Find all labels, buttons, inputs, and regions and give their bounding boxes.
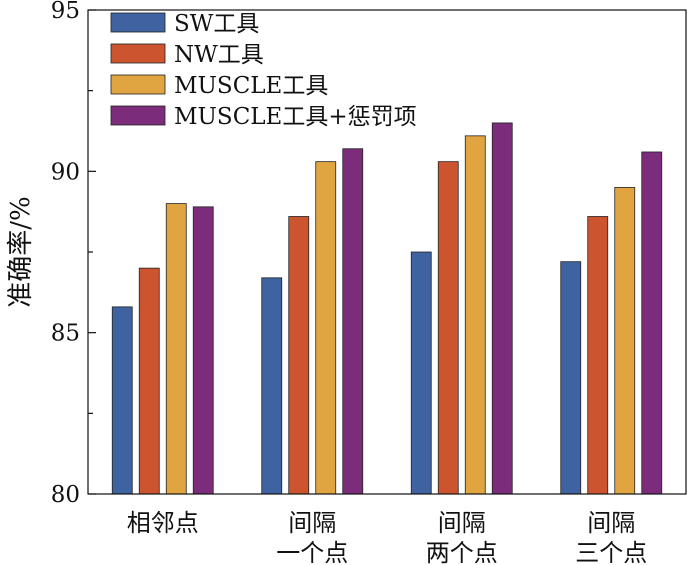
x-tick-label: 间隔 [288, 509, 336, 537]
y-tick-label: 80 [51, 482, 80, 508]
x-tick-label: 间隔 [438, 509, 486, 537]
bar-4-4 [641, 151, 663, 495]
bar-1-1 [111, 306, 133, 495]
legend-label-2: NW工具 [174, 42, 264, 68]
bar-3-2 [315, 161, 337, 495]
y-tick-label: 85 [51, 321, 80, 347]
legend-label-4: MUSCLE工具+惩罚项 [174, 104, 417, 130]
bar-4-1 [192, 206, 214, 495]
legend-swatch-1 [110, 12, 166, 33]
legend-swatch-4 [110, 105, 166, 126]
bars-group [111, 122, 663, 495]
bar-2-4 [587, 216, 609, 495]
y-tick-label: 95 [51, 0, 80, 24]
bar-1-3 [410, 251, 432, 495]
bar-3-3 [464, 135, 486, 495]
bar-3-4 [614, 187, 636, 495]
x-tick-label: 相邻点 [127, 509, 199, 537]
bar-1-2 [261, 277, 283, 495]
x-tick-label: 间隔 [587, 509, 635, 537]
legend: SW工具 NW工具 MUSCLE工具 MUSCLE工具+惩罚项 [110, 11, 417, 130]
bar-2-3 [437, 161, 459, 495]
bar-2-2 [288, 216, 310, 495]
legend-swatch-2 [110, 43, 166, 64]
y-axis-label: 准确率/% [6, 196, 36, 307]
x-tick-label: 三个点 [575, 539, 647, 565]
bar-3-1 [165, 203, 187, 495]
bar-4-3 [491, 122, 513, 495]
x-tick-label: 一个点 [276, 539, 348, 565]
x-tick-label: 两个点 [426, 539, 498, 565]
bar-4-2 [342, 148, 364, 495]
y-tick-label: 90 [51, 159, 80, 185]
legend-label-3: MUSCLE工具 [174, 73, 328, 99]
bar-1-4 [560, 261, 582, 495]
bar-2-1 [138, 267, 160, 495]
legend-swatch-3 [110, 74, 166, 95]
legend-label-1: SW工具 [174, 11, 259, 37]
